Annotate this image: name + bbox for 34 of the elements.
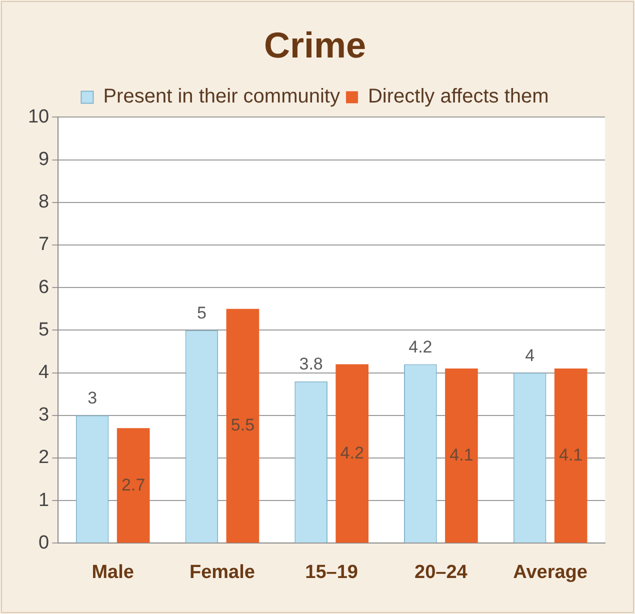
chart-title: Crime xyxy=(264,24,366,66)
bar xyxy=(226,308,260,543)
y-tick-label: 7 xyxy=(38,234,50,256)
bar xyxy=(336,364,368,543)
bar xyxy=(554,368,588,543)
y-tick-label: 8 xyxy=(38,192,50,213)
data-label: 5.5 xyxy=(230,416,255,435)
y-tick-label: 6 xyxy=(38,276,50,298)
y-tick-label: 4 xyxy=(38,362,50,384)
data-label: 4 xyxy=(525,346,535,365)
data-label: 3 xyxy=(88,388,98,408)
y-tick-label: 0 xyxy=(38,532,50,554)
x-tick-label: Female xyxy=(189,562,255,583)
x-tick-label: Male xyxy=(92,562,134,583)
data-label: 4.1 xyxy=(559,446,583,465)
y-tick-label: 10 xyxy=(28,106,50,128)
bar xyxy=(445,368,478,543)
y-tick-label: 9 xyxy=(38,149,50,170)
y-tick-label: 5 xyxy=(38,319,50,340)
legend-label: Directly affects them xyxy=(368,86,549,108)
x-tick-label: 20–24 xyxy=(414,562,468,583)
data-label: 2.7 xyxy=(122,475,146,494)
y-tick-label: 1 xyxy=(38,490,50,511)
data-label: 3.8 xyxy=(299,354,323,374)
data-label: 4.2 xyxy=(408,337,432,356)
legend-label: Present in their community xyxy=(103,86,340,108)
bar xyxy=(116,428,150,543)
y-tick-label: 2 xyxy=(38,447,50,468)
x-tick-label: Average xyxy=(513,562,588,583)
x-tick-label: 15–19 xyxy=(305,562,358,583)
data-label: 4.1 xyxy=(450,446,474,465)
y-tick-label: 3 xyxy=(38,404,50,426)
data-label: 5 xyxy=(196,303,206,322)
data-label: 4.2 xyxy=(340,443,364,462)
